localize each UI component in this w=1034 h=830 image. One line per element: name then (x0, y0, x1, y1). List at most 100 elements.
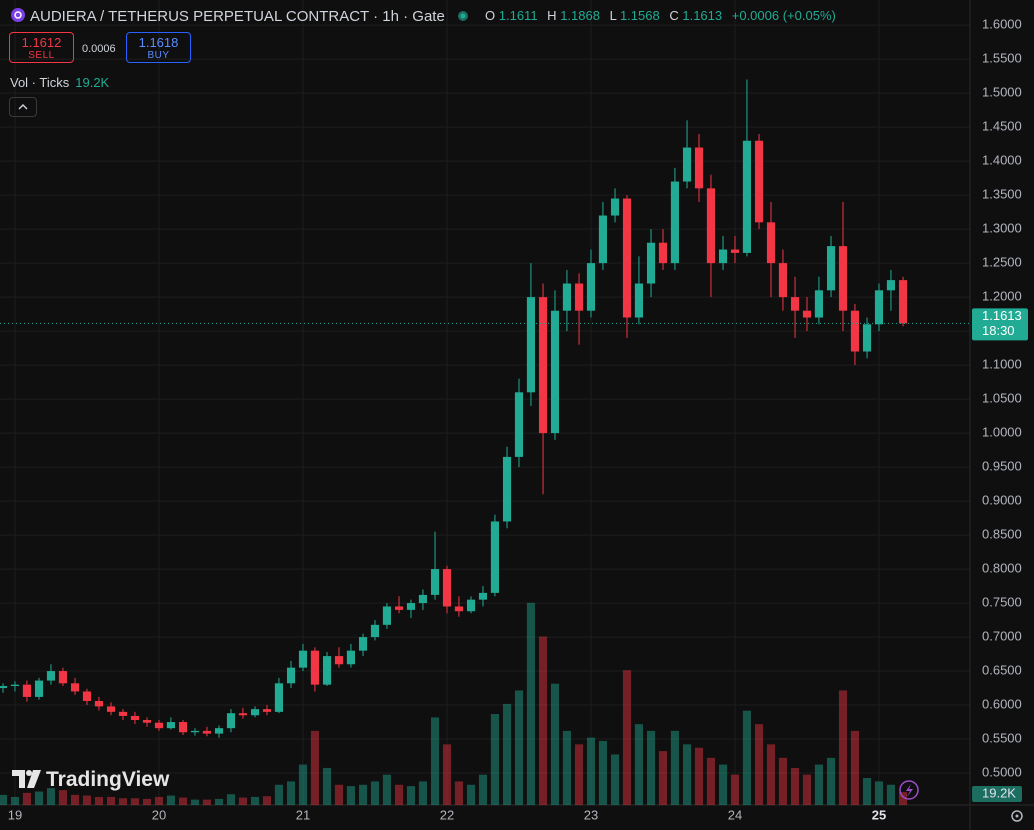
sell-price: 1.1612 (21, 35, 62, 50)
volume-bar (790, 767, 800, 805)
candle-body (694, 147, 704, 189)
change: +0.0006 (+0.05%) (731, 8, 836, 23)
candle-body (862, 324, 872, 352)
candle-body (274, 683, 283, 712)
x-tick-label: 25 (872, 807, 886, 822)
volume-bar (574, 744, 584, 805)
candle-body (526, 297, 536, 393)
candle-body (634, 283, 644, 318)
volume-bar (34, 791, 44, 805)
ohlc-value: 1.1611 (498, 8, 538, 23)
y-tick-label: 0.8500 (982, 527, 1022, 542)
alert-icon (899, 780, 919, 800)
watermark: TradingView (12, 768, 169, 792)
y-tick-label: 1.2000 (982, 289, 1022, 304)
volume-bar (82, 795, 92, 805)
candle-body (454, 606, 463, 612)
candle-body (226, 713, 236, 729)
volume-bar (562, 730, 572, 805)
settings-icon (1011, 810, 1023, 822)
chevron-icon (18, 104, 28, 110)
volume-bar (394, 784, 404, 805)
y-tick-label: 1.4500 (982, 119, 1022, 134)
volume-bar (526, 602, 536, 805)
candle-body (826, 246, 836, 291)
volume-bar (298, 764, 308, 805)
candle-body (250, 709, 260, 716)
candle-body (730, 249, 740, 253)
y-tick-label: 1.3000 (982, 221, 1022, 236)
candle-body (586, 263, 596, 311)
last-price-label: 1.1613 (982, 308, 1022, 323)
volume-bar (382, 774, 391, 805)
buy-label: BUY (147, 50, 170, 61)
candle-body (22, 684, 31, 697)
candle-body (658, 242, 668, 264)
brand-logo (12, 770, 41, 788)
collapse-button[interactable] (9, 97, 37, 117)
volume-bar (826, 757, 836, 805)
ohlc-value: 1.1868 (560, 8, 600, 23)
volume-bar (202, 799, 211, 805)
buy-price: 1.1618 (138, 35, 179, 50)
candle-body (214, 728, 224, 734)
y-tick-label: 1.0500 (982, 391, 1022, 406)
candle-body (106, 706, 116, 712)
candle-body (514, 392, 524, 457)
volume-bar (742, 710, 752, 805)
candle-body (130, 715, 139, 721)
volume-bar (418, 781, 427, 805)
volume-bar (718, 764, 728, 805)
y-tick-label: 1.5500 (982, 51, 1022, 66)
status-dot (458, 11, 468, 21)
volume-bar (442, 744, 452, 805)
countdown: 18:30 (982, 323, 1015, 338)
candle-body (34, 680, 44, 697)
buy-button[interactable]: 1.1618 BUY (126, 32, 191, 63)
spread: 0.0006 (82, 43, 116, 55)
candle-body (718, 249, 728, 264)
volume-bar (874, 781, 884, 805)
y-tick-label: 1.3500 (982, 187, 1022, 202)
volume-bar (682, 744, 692, 805)
candle-body (358, 637, 368, 651)
coin-icon (11, 8, 25, 22)
candle-body (346, 650, 355, 665)
candle-body (58, 671, 67, 684)
candle-body (538, 297, 548, 434)
candle-body (298, 650, 308, 668)
volume-bar (478, 774, 488, 805)
y-tick-label: 0.5000 (982, 764, 1022, 779)
ohlc-key: H (547, 8, 557, 23)
last-price-tag (972, 308, 1028, 341)
x-tick-label: 20 (152, 807, 166, 822)
settings-icon-hub (1015, 814, 1019, 818)
volume-bar (658, 751, 668, 805)
candle-body (238, 713, 247, 716)
symbol-title: AUDIERA / TETHERUS PERPETUAL CONTRACT · … (30, 8, 445, 25)
x-tick-label: 21 (296, 807, 310, 822)
x-tick-label: 24 (728, 807, 742, 822)
volume-bar (694, 747, 704, 805)
y-tick-label: 1.0000 (982, 425, 1022, 440)
volume-bar (214, 798, 224, 805)
candle-body (178, 722, 188, 733)
candle-body (898, 280, 908, 324)
volume-bar (598, 740, 608, 805)
candle-body (46, 671, 56, 681)
candle-body (442, 569, 452, 607)
volume-bar (430, 717, 440, 805)
candle-body (466, 599, 476, 612)
sell-button[interactable]: 1.1612 SELL (9, 32, 74, 63)
volume-bar (94, 796, 103, 805)
alert-icon-bolt (906, 784, 913, 797)
volume-bar (646, 730, 656, 805)
y-tick-label: 1.2500 (982, 255, 1022, 270)
volume-bar (538, 636, 548, 805)
volume-bar (898, 792, 908, 805)
volume-bar (70, 794, 80, 805)
volume-tag-label: 19.2K (982, 785, 1016, 800)
volume-bar (802, 774, 812, 805)
